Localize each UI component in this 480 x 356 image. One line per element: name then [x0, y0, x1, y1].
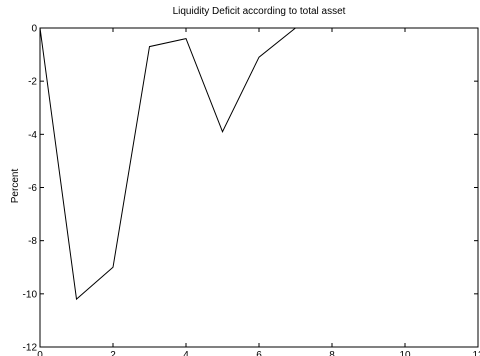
chart-title: Liquidity Deficit according to total ass…: [173, 6, 346, 17]
x-tick-label: 0: [37, 350, 43, 356]
x-tick-label: 10: [399, 350, 411, 356]
y-tick-label: -2: [28, 77, 37, 88]
y-axis-label: Percent: [10, 169, 21, 204]
y-tick-label: -4: [28, 130, 37, 141]
y-tick-label: -12: [23, 343, 38, 354]
plot-area-frame: [39, 27, 479, 348]
y-tick-label: -8: [28, 236, 37, 247]
series-group: [39, 27, 307, 301]
x-tick-label: 12: [472, 350, 480, 356]
series-line: [39, 27, 307, 301]
y-tick-label: 0: [31, 24, 37, 35]
y-tick-label: -6: [28, 183, 37, 194]
x-tick-label: 8: [329, 350, 335, 356]
x-tick-label: 2: [110, 350, 116, 356]
x-tick-label: 6: [256, 350, 262, 356]
axis-ticks: 0 2 4 6 8 10 12 0 -2 -4 -6 -8 -10 -12: [23, 24, 480, 356]
x-tick-label: 4: [183, 350, 189, 356]
y-tick-label: -10: [23, 289, 38, 300]
